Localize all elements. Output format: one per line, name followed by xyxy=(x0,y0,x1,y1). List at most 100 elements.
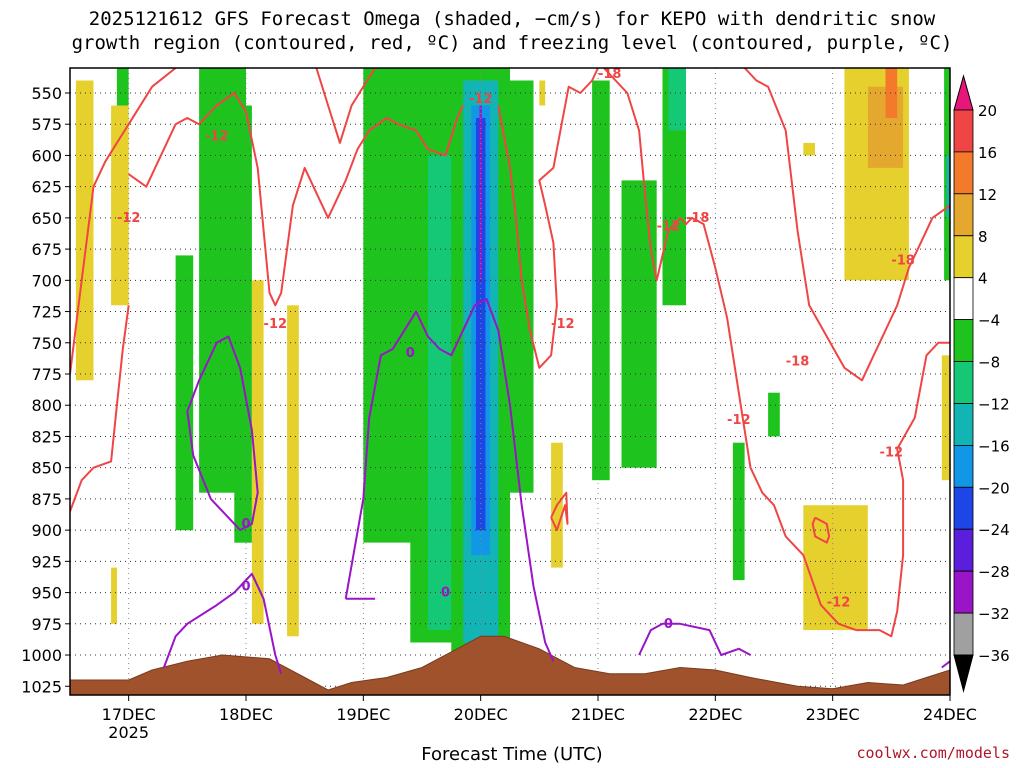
shaded-region xyxy=(251,280,264,624)
y-tick-label: 600 xyxy=(31,146,62,165)
credit-text: coolwx.com/models xyxy=(856,744,1010,762)
shaded-region xyxy=(175,255,194,531)
freezing-contour-line xyxy=(186,335,259,531)
freezing-contour-label: 0 xyxy=(441,586,450,601)
y-tick-label: 650 xyxy=(31,209,62,228)
colorbar-bin xyxy=(953,570,974,614)
freezing-contour-label: 0 xyxy=(406,346,415,361)
freezing-contour-line xyxy=(344,298,555,662)
colorbar-bin xyxy=(953,403,974,446)
colorbar-bin xyxy=(953,486,974,530)
dendritic-contour-label: -18 xyxy=(786,355,810,370)
shaded-region xyxy=(539,80,546,106)
x-tick-label: 17DEC xyxy=(102,705,156,724)
y-tick-label: 975 xyxy=(31,615,62,634)
shaded-region xyxy=(363,68,417,543)
shaded-region xyxy=(946,155,950,218)
chart-title-line2: growth region (contoured, red, ºC) and f… xyxy=(71,32,953,54)
colorbar: 20 16 12 8 4 −4 −8 −12 −16 −20 −24 −28 −32 −36 xyxy=(953,74,1010,693)
dendritic-contour-line xyxy=(550,491,569,532)
plot-frame xyxy=(69,67,951,696)
x-tick-label: 18DEC xyxy=(219,705,273,724)
y-tick-label: 900 xyxy=(31,521,62,540)
y-tick-label: 875 xyxy=(31,490,62,509)
y-tick-label: 1000 xyxy=(21,646,62,665)
colorbar-bin xyxy=(953,277,974,321)
colorbar-bin xyxy=(953,109,974,153)
colorbar-bin xyxy=(953,319,974,362)
dendritic-contour-label: -12 xyxy=(551,317,575,332)
dendritic-contour-line xyxy=(603,68,950,638)
dendritic-contour-line xyxy=(315,68,376,144)
x-tick-label: 21DEC xyxy=(571,705,625,724)
freezing-contour-label: 0 xyxy=(241,517,250,532)
x-year-label: 2025 xyxy=(108,723,149,742)
colorbar-bin xyxy=(953,235,974,279)
dendritic-contour-line xyxy=(743,68,950,382)
shaded-region xyxy=(668,68,686,131)
dendritic-contour-label: -12 xyxy=(205,130,229,145)
colorbar-top-arrow xyxy=(953,74,974,111)
y-tick-label: 800 xyxy=(31,396,62,415)
dendritic-contour-label: -12 xyxy=(657,220,681,235)
dendritic-contour-label: -18 xyxy=(686,211,710,226)
x-tick-label: 24DEC xyxy=(923,705,977,724)
colorbar-label: −20 xyxy=(978,479,1010,497)
dendritic-contour-label: -12 xyxy=(117,211,141,226)
colorbar-bin xyxy=(953,528,974,572)
freezing-contour-line xyxy=(638,622,751,656)
colorbar-label: 16 xyxy=(978,144,997,162)
dendritic-contour-label: -12 xyxy=(727,413,751,428)
x-tick-label: 19DEC xyxy=(336,705,390,724)
colorbar-label: −16 xyxy=(978,437,1010,455)
y-tick-label: 950 xyxy=(31,584,62,603)
shaded-region xyxy=(287,305,299,637)
shaded-region xyxy=(479,105,482,281)
dendritic-contour-label: -12 xyxy=(827,596,851,611)
chart-title-line1: 2025121612 GFS Forecast Omega (shaded, −… xyxy=(88,8,936,30)
shaded-region xyxy=(803,142,815,156)
colorbar-label: −28 xyxy=(978,563,1010,581)
freezing-contours xyxy=(162,298,950,675)
colorbar-label: −4 xyxy=(978,312,1000,330)
colorbar-label: −8 xyxy=(978,354,1000,372)
dendritic-contour-line xyxy=(811,516,831,544)
colorbar-label: 8 xyxy=(978,228,988,246)
y-tick-label: 550 xyxy=(31,84,62,103)
shaded-region xyxy=(234,105,252,543)
freezing-contour-label: 0 xyxy=(664,617,673,632)
shaded-region xyxy=(75,80,94,381)
colorbar-label: 20 xyxy=(978,102,997,120)
shaded-region xyxy=(116,68,129,106)
x-tick-label: 20DEC xyxy=(454,705,508,724)
colorbar-bin xyxy=(953,151,974,195)
dendritic-contour-label: -12 xyxy=(880,446,904,461)
shaded-region xyxy=(732,442,745,581)
y-tick-label: 925 xyxy=(31,552,62,571)
x-tick-label: 22DEC xyxy=(688,705,742,724)
freezing-contour-line xyxy=(162,572,283,675)
x-axis: 17DEC 18DEC 19DEC 20DEC 21DEC 22DEC 23DEC 24DEC… xyxy=(102,695,977,742)
dendritic-contour-label: -12 xyxy=(469,92,493,107)
shaded-region xyxy=(621,180,657,468)
y-tick-label: 675 xyxy=(31,240,62,259)
colorbar-bin xyxy=(953,444,974,488)
freezing-contour-line xyxy=(941,660,950,669)
colorbar-label: 12 xyxy=(978,186,997,204)
y-tick-label: 850 xyxy=(31,459,62,478)
shaded-region xyxy=(885,68,898,118)
freezing-contour-label: 0 xyxy=(241,579,250,594)
colorbar-bottom-arrow xyxy=(953,654,974,693)
y-tick-label: 775 xyxy=(31,365,62,384)
shaded-region xyxy=(111,567,117,624)
dendritic-contour-line xyxy=(70,68,177,375)
x-tick-label: 23DEC xyxy=(806,705,860,724)
shaded-region xyxy=(111,105,129,306)
colorbar-label: 4 xyxy=(978,270,988,288)
terrain-layer xyxy=(70,635,950,695)
dendritic-contour-label: -12 xyxy=(264,317,288,332)
colorbar-label: −24 xyxy=(978,521,1010,539)
colorbar-label: −12 xyxy=(978,396,1010,414)
y-tick-label: 750 xyxy=(31,334,62,353)
